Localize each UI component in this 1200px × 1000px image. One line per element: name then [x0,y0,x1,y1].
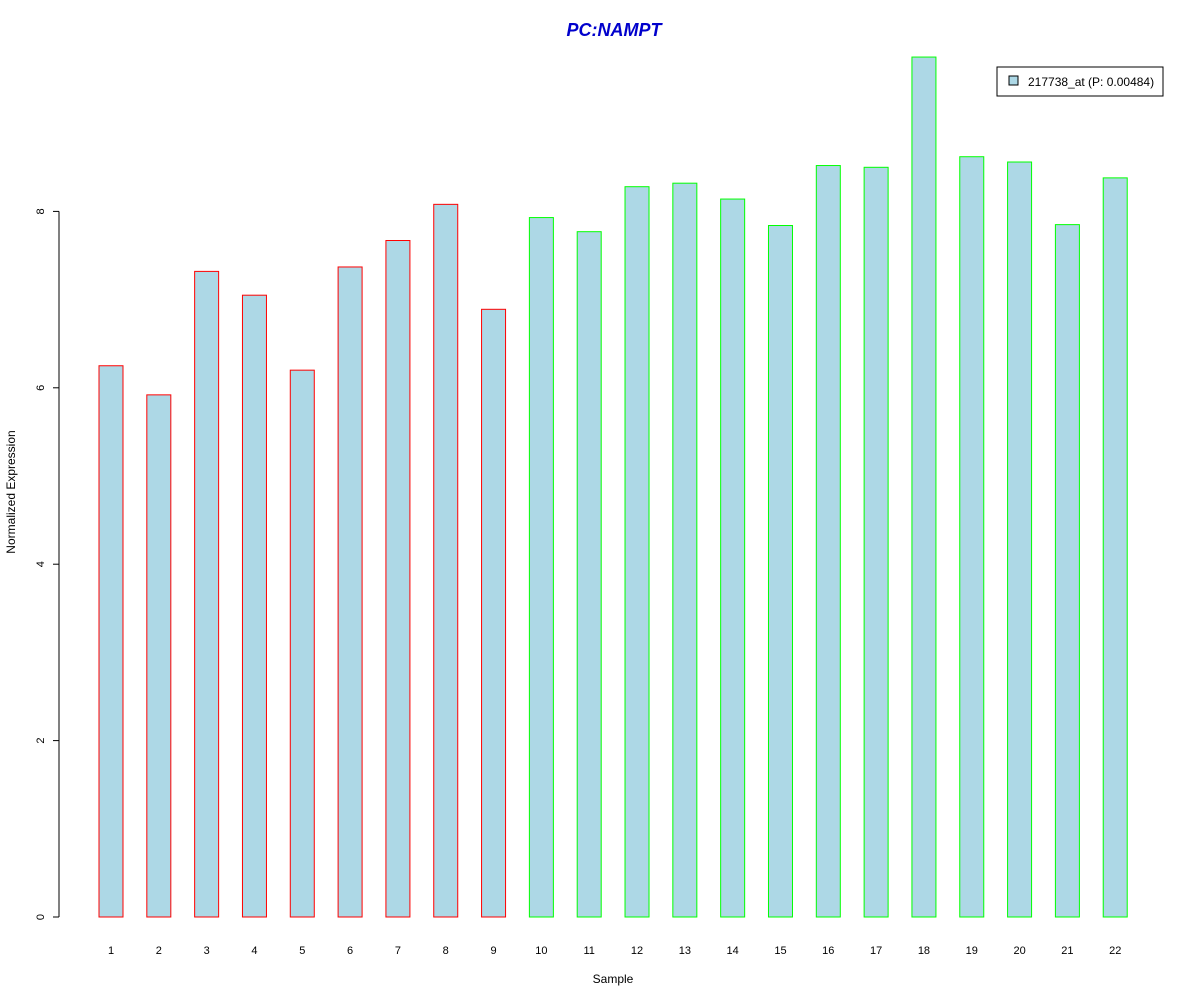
bar-sample-6 [337,266,363,918]
bar-sample-17 [863,166,889,918]
x-tick-label: 1 [108,945,114,957]
bar-sample-12 [624,186,650,918]
x-tick-label: 15 [774,945,786,957]
x-tick-label: 13 [679,945,691,957]
x-tick-label: 9 [490,945,496,957]
bar-sample-8 [433,203,459,918]
y-axis-label: Normalized Expression [4,430,18,553]
bar-sample-5 [289,369,315,918]
x-tick-label: 14 [727,945,739,957]
legend-swatch [1008,75,1019,86]
bar-sample-3 [194,270,220,918]
legend: 217738_at (P: 0.00484) [996,66,1164,97]
x-tick-label: 5 [299,945,305,957]
y-tick-label: 8 [35,208,47,214]
x-tick-label: 16 [822,945,834,957]
x-tick-label: 19 [966,945,978,957]
bars [98,56,1128,918]
chart-title: PC:NAMPT [567,20,664,40]
y-tick-label: 4 [35,561,47,567]
bar-sample-16 [815,165,841,918]
bar-sample-19 [959,156,985,918]
y-tick-label: 6 [35,385,47,391]
bar-sample-4 [241,294,267,918]
bar-sample-1 [98,365,124,918]
bar-sample-10 [528,217,554,918]
x-tick-label: 2 [156,945,162,957]
x-tick-label: 11 [583,945,594,957]
bar-sample-21 [1054,224,1080,918]
x-tick-label: 18 [918,945,930,957]
bar-sample-14 [720,198,746,918]
y-axis: 0 2 4 6 8 [35,208,60,920]
x-tick-label: 17 [870,945,882,957]
bar-sample-15 [767,225,793,918]
x-tick-label: 6 [347,945,353,957]
x-tick-label: 21 [1061,945,1073,957]
x-axis-label: Sample [593,972,634,986]
bar-sample-9 [481,308,507,918]
x-tick-labels: 1 2 3 4 5 6 7 8 9 10 11 12 13 14 15 16 17 18 19 20 21 22 [108,945,1121,957]
bar-sample-18 [911,56,937,918]
bar-sample-20 [1007,161,1033,918]
x-tick-label: 3 [204,945,210,957]
x-tick-label: 10 [535,945,547,957]
bar-sample-13 [672,182,698,918]
x-tick-label: 4 [251,945,257,957]
x-tick-label: 7 [395,945,401,957]
bar-sample-11 [576,231,602,918]
y-tick-label: 2 [35,738,47,744]
x-tick-label: 20 [1013,945,1025,957]
x-tick-label: 12 [631,945,643,957]
x-tick-label: 8 [443,945,449,957]
bar-sample-7 [385,240,411,918]
legend-box [996,66,1164,97]
y-tick-label: 0 [35,914,47,920]
bar-sample-22 [1102,177,1128,918]
bar-sample-2 [146,394,172,918]
x-tick-label: 22 [1109,945,1121,957]
legend-label: 217738_at (P: 0.00484) [1028,75,1154,89]
